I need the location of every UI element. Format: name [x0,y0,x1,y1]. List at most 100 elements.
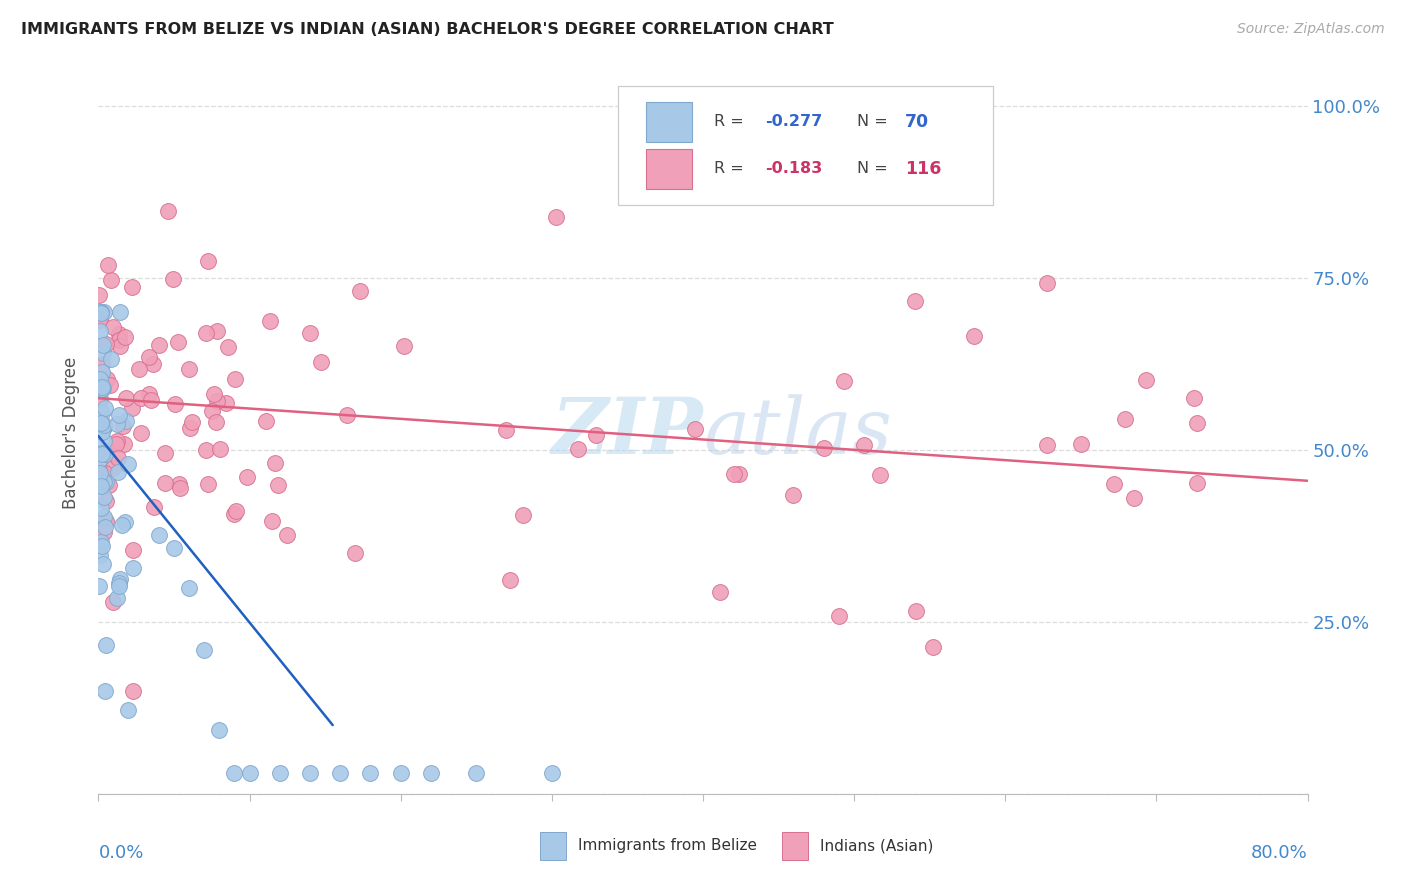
Point [128,362,150,376]
Point [111,418,134,433]
Point [869,468,891,483]
Point [349,284,371,298]
Point [360,766,382,780]
Point [179,581,201,595]
Point [180,415,202,429]
Point [179,420,201,434]
Text: N =: N = [856,114,893,129]
Bar [647,149,692,189]
Bar [647,102,692,142]
Point [96,493,118,508]
Point [91,425,114,439]
Point [121,543,143,558]
Point [89,466,111,480]
Text: -0.183: -0.183 [765,161,823,177]
Point [91,557,114,571]
Point [105,434,128,449]
Point [215,396,238,410]
Point [264,456,287,470]
Point [89,383,111,397]
Point [87,579,110,593]
Point [254,414,277,428]
Point [89,372,111,386]
Point [91,380,114,394]
Point [217,339,239,353]
Point [94,515,117,529]
Point [107,409,129,423]
Point [540,766,562,780]
Point [108,305,131,319]
Point [512,508,534,523]
Point [179,362,201,376]
Point [129,391,152,405]
Point [201,403,224,417]
Point [1135,373,1157,387]
Point [105,417,128,431]
Point [89,324,111,338]
Point [389,766,412,780]
Point [683,422,706,436]
Point [122,560,145,574]
Point [495,423,517,437]
Point [100,273,122,287]
Point [94,684,117,698]
Point [1185,416,1208,430]
Point [87,420,110,434]
Point [329,766,352,780]
Point [94,638,117,652]
Point [904,293,927,308]
Point [121,401,143,415]
Point [1185,476,1208,491]
Point [782,488,804,502]
Point [299,766,322,780]
Point [93,509,115,524]
Point [89,549,111,563]
Point [222,507,245,521]
Point [98,377,121,392]
Point [108,339,131,353]
Point [904,604,927,618]
Point [94,401,117,416]
Point [828,609,851,624]
Text: ZIP: ZIP [551,394,703,471]
Point [114,515,136,529]
Point [121,280,143,294]
Point [93,417,115,432]
Point [93,490,115,504]
Point [89,392,111,407]
FancyBboxPatch shape [619,86,993,205]
Point [205,394,228,409]
Point [93,305,115,319]
Point [94,447,117,461]
Point [94,475,117,490]
Point [87,475,110,490]
Point [107,326,129,341]
Text: R =: R = [714,114,749,129]
Point [709,584,731,599]
Point [94,466,117,480]
Point [105,591,128,605]
Point [299,326,322,340]
Text: atlas: atlas [703,394,891,471]
Point [148,528,170,542]
Point [93,420,115,434]
Point [111,518,134,533]
Point [155,475,177,490]
Text: 80.0%: 80.0% [1251,845,1308,863]
Point [91,365,114,379]
Point [91,445,114,459]
Point [114,330,136,344]
Point [499,573,522,587]
Point [107,465,129,479]
Point [91,338,114,352]
Point [89,312,111,326]
Point [91,382,114,396]
Point [117,457,139,471]
Point [205,416,228,430]
Point [107,333,129,347]
Point [89,288,111,302]
Point [260,514,283,528]
Point [267,478,290,492]
Point [224,372,246,386]
Text: Indians (Asian): Indians (Asian) [820,838,934,854]
